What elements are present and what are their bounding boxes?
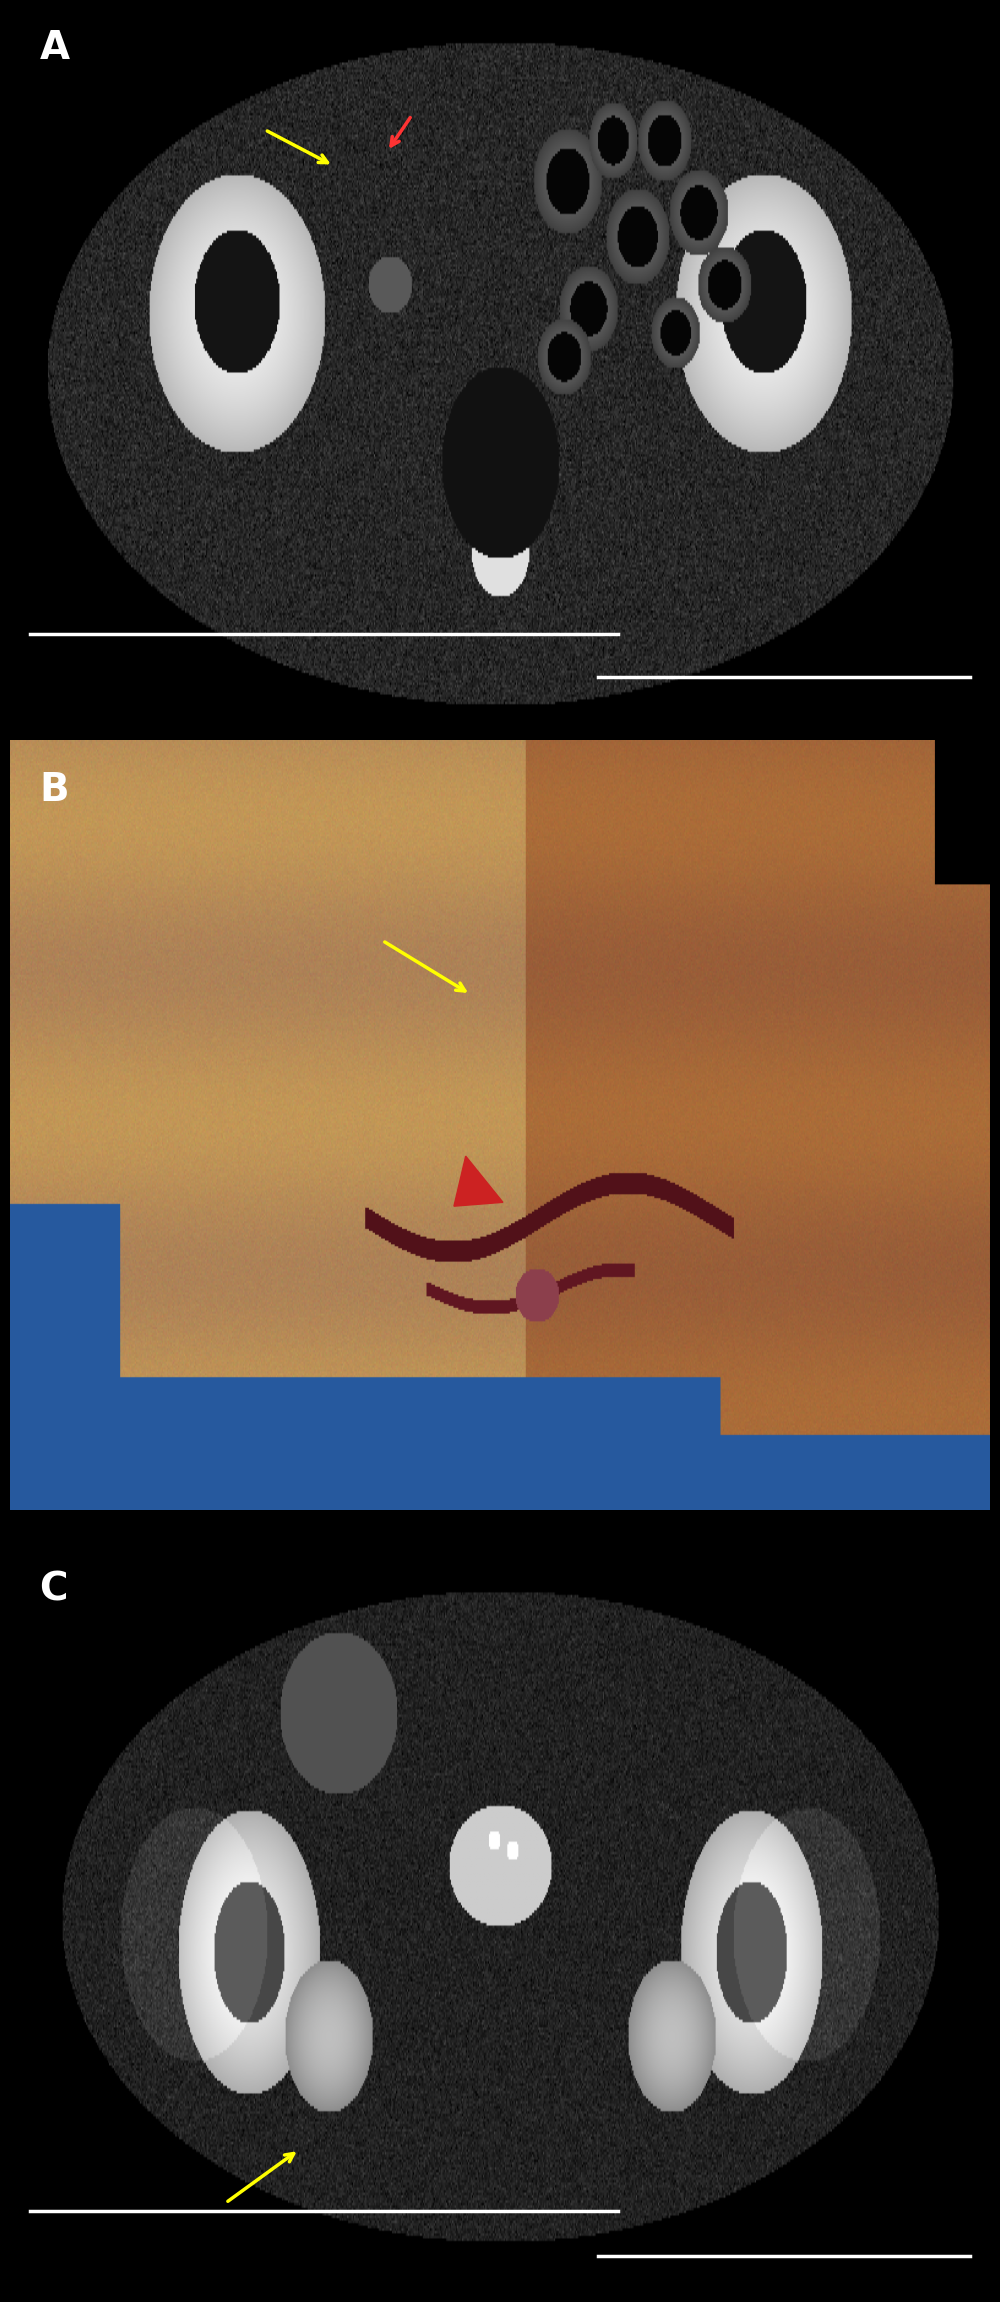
Text: C: C (39, 1570, 68, 1609)
Text: A: A (39, 30, 70, 67)
Polygon shape (454, 1156, 503, 1206)
Text: B: B (39, 771, 69, 808)
